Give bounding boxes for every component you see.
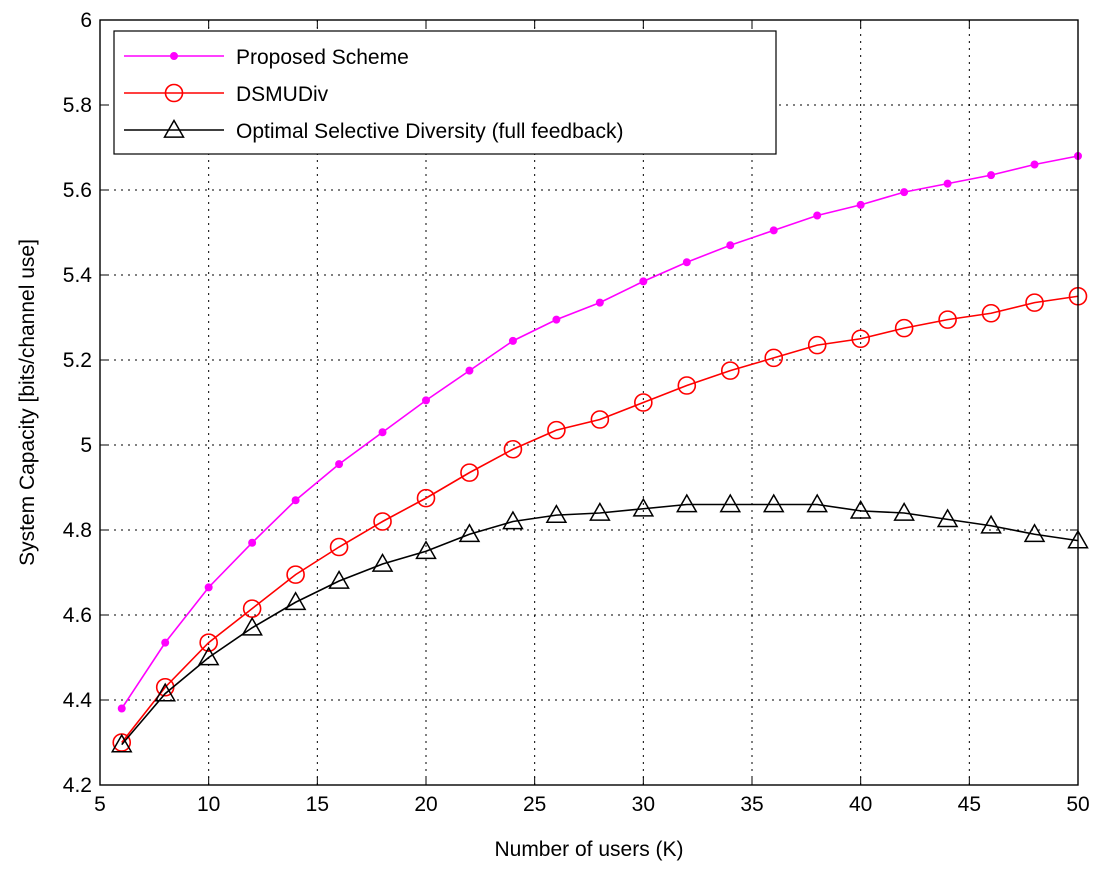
y-axis-label: System Capacity [bits/channel use] — [16, 239, 39, 566]
data-point-dot — [292, 497, 299, 504]
data-point-dot — [596, 299, 603, 306]
y-tick-label: 5.6 — [63, 179, 92, 202]
y-tick-label: 4.2 — [63, 774, 92, 797]
data-point-dot — [944, 180, 951, 187]
data-point-dot — [640, 278, 647, 285]
data-point-dot — [727, 242, 734, 249]
x-tick-label: 10 — [197, 793, 220, 816]
x-axis-label: Number of users (K) — [494, 838, 683, 861]
y-tick-label: 5.2 — [63, 349, 92, 372]
y-tick-label: 5 — [80, 434, 92, 457]
data-point-dot — [162, 639, 169, 646]
data-point-dot — [509, 337, 516, 344]
data-point-dot — [379, 429, 386, 436]
data-point-dot — [553, 316, 560, 323]
x-tick-label: 50 — [1066, 793, 1089, 816]
x-tick-label: 15 — [306, 793, 329, 816]
legend-label: Optimal Selective Diversity (full feedba… — [236, 120, 623, 143]
x-tick-label: 40 — [849, 793, 872, 816]
x-tick-label: 35 — [740, 793, 763, 816]
data-point-dot — [423, 397, 430, 404]
data-point-dot — [1031, 161, 1038, 168]
y-tick-label: 4.8 — [63, 519, 92, 542]
data-point-dot — [770, 227, 777, 234]
y-tick-label: 4.6 — [63, 604, 92, 627]
x-tick-label: 30 — [632, 793, 655, 816]
y-tick-label: 4.4 — [63, 689, 93, 712]
data-point-dot — [814, 212, 821, 219]
data-point-dot — [466, 367, 473, 374]
data-point-dot — [171, 53, 178, 60]
data-point-dot — [901, 189, 908, 196]
data-point-dot — [205, 584, 212, 591]
data-point-dot — [857, 201, 864, 208]
data-point-dot — [336, 461, 343, 468]
x-tick-label: 25 — [523, 793, 546, 816]
legend: Proposed Scheme DSMUDiv Optimal Selective … — [114, 31, 776, 154]
data-point-dot — [249, 539, 256, 546]
legend-label: DSMUDiv — [236, 83, 329, 106]
data-point-dot — [118, 705, 125, 712]
y-tick-label: 5.4 — [63, 264, 93, 287]
y-tick-label: 6 — [80, 9, 92, 32]
x-tick-label: 20 — [414, 793, 437, 816]
data-point-dot — [683, 259, 690, 266]
legend-label: Proposed Scheme — [236, 46, 409, 69]
data-point-dot — [988, 172, 995, 179]
x-tick-label: 45 — [958, 793, 981, 816]
x-tick-label: 5 — [94, 793, 106, 816]
y-tick-label: 5.8 — [63, 94, 92, 117]
